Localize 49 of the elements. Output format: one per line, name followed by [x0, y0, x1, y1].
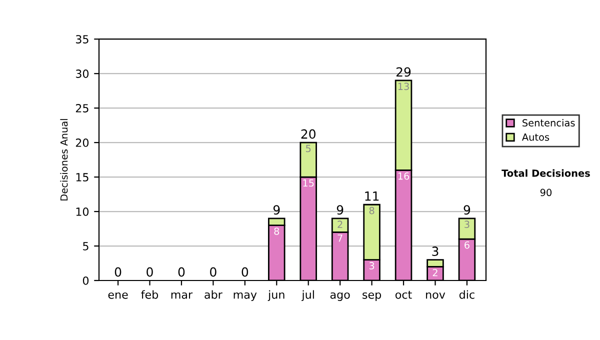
x-tick-label: may — [234, 292, 257, 301]
total-label: 0 — [242, 267, 248, 277]
data-label: 7 — [338, 234, 342, 242]
data-label: 16 — [398, 172, 410, 180]
y-tick-label: 30 — [76, 70, 89, 78]
y-axis-title: Decisiones Anual — [60, 119, 68, 200]
y-tick-label: 20 — [76, 138, 89, 147]
total-label: 11 — [365, 192, 379, 201]
total-label: 9 — [464, 205, 470, 215]
data-label: 6 — [464, 241, 470, 249]
data-label: 8 — [274, 228, 280, 235]
y-tick-label: 10 — [76, 208, 89, 216]
total-label: 9 — [273, 205, 280, 215]
legend-label: Autos — [522, 134, 550, 141]
x-tick-label: jul — [302, 290, 314, 301]
total-label: 0 — [178, 267, 185, 277]
y-tick-label: 35 — [76, 35, 88, 44]
x-tick-label: feb — [141, 290, 158, 299]
legend-label: Sentencias — [522, 118, 575, 127]
y-tick-label: 15 — [76, 173, 88, 182]
data-label: 2 — [432, 268, 438, 276]
x-tick-label: sep — [362, 292, 382, 301]
data-label: 3 — [464, 220, 470, 228]
x-tick-label: nov — [426, 292, 446, 299]
text: 90 — [540, 188, 552, 196]
x-tick-label: dic — [459, 290, 474, 299]
data-label: 3 — [369, 262, 374, 270]
x-tick-label: ene — [108, 292, 128, 299]
total-label: 0 — [146, 267, 153, 277]
y-tick-label: 0 — [82, 276, 89, 285]
x-tick-label: oct — [396, 290, 412, 299]
total-label: 20 — [301, 129, 316, 139]
total-label: 0 — [114, 267, 122, 277]
total-label: 9 — [336, 205, 344, 215]
data-label: 8 — [369, 206, 374, 214]
x-tick-label: mar — [171, 292, 193, 299]
x-tick-label: abr — [204, 290, 222, 299]
y-tick-label: 25 — [76, 104, 88, 112]
y-tick-label: 5 — [83, 242, 88, 250]
text: Total Decisiones — [502, 169, 590, 177]
data-label: 2 — [338, 220, 342, 228]
data-label: 15 — [303, 179, 314, 187]
x-tick-label: jun — [268, 290, 284, 301]
total-label: 3 — [432, 246, 438, 256]
x-tick-label: ago — [330, 292, 350, 301]
data-label: 5 — [306, 144, 311, 152]
data-label: 13 — [398, 82, 409, 90]
total-label: 0 — [210, 267, 216, 277]
total-label: 29 — [396, 67, 411, 77]
